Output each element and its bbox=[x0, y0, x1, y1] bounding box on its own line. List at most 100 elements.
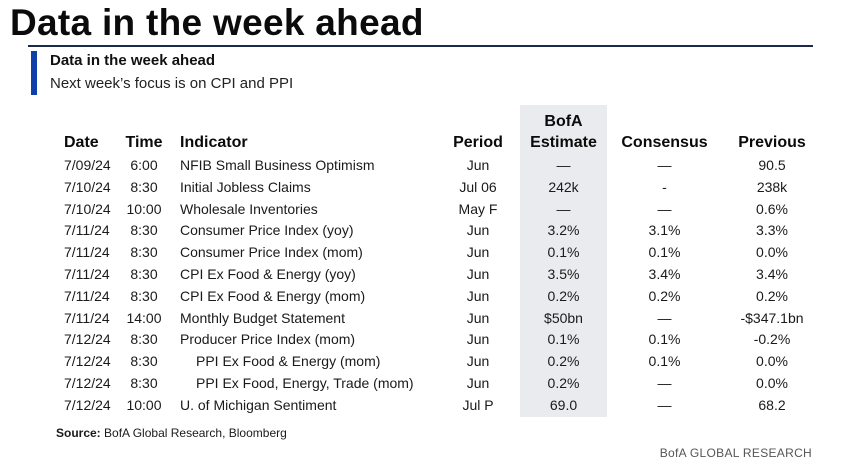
source-note: Source: BofA Global Research, Bloomberg bbox=[56, 426, 287, 440]
cell-time: 8:30 bbox=[130, 353, 158, 369]
cell-previous: 90.5 bbox=[758, 157, 786, 173]
cell-previous: -$347.1bn bbox=[740, 310, 804, 326]
cell-period: Jul 06 bbox=[459, 179, 497, 195]
cell-consensus: 3.1% bbox=[648, 222, 681, 238]
cell-previous: 0.0% bbox=[756, 375, 788, 391]
cell-time: 6:00 bbox=[130, 157, 158, 173]
header-estimate-line1: BofA bbox=[544, 113, 583, 130]
cell-date: 7/11/24 bbox=[64, 310, 110, 326]
cell-period: Jun bbox=[466, 157, 490, 173]
cell-time: 8:30 bbox=[130, 179, 158, 195]
cell-indicator: U. of Michigan Sentiment bbox=[180, 397, 337, 413]
cell-indicator: CPI Ex Food & Energy (mom) bbox=[180, 288, 366, 304]
cell-period: May F bbox=[458, 201, 498, 217]
source-label: Source: bbox=[56, 426, 101, 440]
cell-estimate: 0.2% bbox=[547, 375, 580, 391]
source-text: BofA Global Research, Bloomberg bbox=[104, 426, 287, 440]
banner-title: Data in the week ahead bbox=[10, 2, 424, 43]
table-caption: Next week’s focus is on CPI and PPI bbox=[50, 75, 294, 92]
cell-date: 7/12/24 bbox=[64, 331, 111, 347]
cell-estimate: 0.2% bbox=[547, 288, 580, 304]
cell-period: Jun bbox=[466, 244, 490, 260]
cell-time: 10:00 bbox=[126, 201, 162, 217]
cell-period: Jun bbox=[466, 331, 490, 347]
cell-time: 8:30 bbox=[130, 266, 158, 282]
cell-date: 7/11/24 bbox=[64, 244, 110, 260]
header-consensus: Consensus bbox=[621, 134, 708, 151]
cell-consensus: - bbox=[662, 179, 667, 195]
cell-indicator: Initial Jobless Claims bbox=[180, 179, 311, 195]
cell-estimate: 242k bbox=[548, 179, 579, 195]
title-divider bbox=[28, 45, 813, 47]
cell-time: 8:30 bbox=[130, 288, 158, 304]
header-date: Date bbox=[64, 134, 99, 151]
estimate-column-shade bbox=[520, 105, 607, 417]
cell-consensus: — bbox=[657, 157, 672, 173]
cell-period: Jun bbox=[466, 266, 490, 282]
cell-previous: 0.0% bbox=[756, 353, 788, 369]
header-estimate-line2: Estimate bbox=[530, 134, 597, 151]
cell-indicator: Consumer Price Index (yoy) bbox=[180, 222, 354, 238]
cell-period: Jun bbox=[466, 288, 490, 304]
cell-previous: 3.3% bbox=[756, 222, 788, 238]
cell-estimate: $50bn bbox=[544, 310, 583, 326]
cell-previous: -0.2% bbox=[753, 331, 791, 347]
cell-date: 7/09/24 bbox=[64, 157, 111, 173]
cell-date: 7/12/24 bbox=[64, 375, 111, 391]
cell-consensus: 0.1% bbox=[648, 244, 681, 260]
cell-estimate: 3.2% bbox=[547, 222, 580, 238]
cell-consensus: — bbox=[657, 201, 672, 217]
cell-estimate: — bbox=[556, 201, 571, 217]
cell-indicator: PPI Ex Food, Energy, Trade (mom) bbox=[196, 375, 414, 391]
cell-indicator: Monthly Budget Statement bbox=[180, 310, 345, 326]
cell-consensus: 0.1% bbox=[648, 353, 681, 369]
cell-indicator: Consumer Price Index (mom) bbox=[180, 244, 363, 260]
cell-time: 8:30 bbox=[130, 375, 158, 391]
cell-estimate: 0.1% bbox=[547, 331, 580, 347]
table-title: Data in the week ahead bbox=[50, 52, 216, 69]
cell-consensus: — bbox=[657, 375, 672, 391]
cell-estimate: 69.0 bbox=[549, 397, 578, 413]
header-period: Period bbox=[453, 134, 503, 151]
cell-period: Jun bbox=[466, 353, 490, 369]
cell-date: 7/10/24 bbox=[64, 179, 111, 195]
cell-indicator: Wholesale Inventories bbox=[180, 201, 318, 217]
cell-date: 7/12/24 bbox=[64, 353, 111, 369]
cell-previous: 238k bbox=[756, 179, 788, 195]
cell-consensus: 3.4% bbox=[648, 266, 681, 282]
cell-date: 7/11/24 bbox=[64, 288, 110, 304]
cell-previous: 0.6% bbox=[756, 201, 788, 217]
cell-period: Jun bbox=[466, 375, 490, 391]
cell-estimate: — bbox=[556, 157, 571, 173]
cell-date: 7/11/24 bbox=[64, 222, 110, 238]
cell-time: 8:30 bbox=[130, 244, 158, 260]
cell-indicator: PPI Ex Food & Energy (mom) bbox=[196, 353, 381, 369]
cell-consensus: — bbox=[657, 310, 672, 326]
brand-footer: BofA GLOBAL RESEARCH bbox=[659, 446, 812, 460]
cell-time: 8:30 bbox=[130, 331, 158, 347]
cell-period: Jul P bbox=[462, 397, 494, 413]
cell-previous: 3.4% bbox=[756, 266, 788, 282]
cell-consensus: 0.2% bbox=[648, 288, 681, 304]
cell-time: 8:30 bbox=[130, 222, 158, 238]
cell-previous: 0.2% bbox=[756, 288, 788, 304]
cell-indicator: CPI Ex Food & Energy (yoy) bbox=[180, 266, 356, 282]
cell-time: 14:00 bbox=[126, 310, 162, 326]
cell-consensus: — bbox=[657, 397, 672, 413]
cell-indicator: Producer Price Index (mom) bbox=[180, 331, 356, 347]
cell-time: 10:00 bbox=[126, 397, 162, 413]
accent-bar bbox=[31, 51, 37, 95]
cell-estimate: 0.1% bbox=[547, 244, 580, 260]
cell-previous: 0.0% bbox=[756, 244, 788, 260]
cell-period: Jun bbox=[466, 222, 490, 238]
cell-indicator: NFIB Small Business Optimism bbox=[180, 157, 375, 173]
header-indicator: Indicator bbox=[180, 134, 248, 151]
header-previous: Previous bbox=[738, 134, 806, 151]
header-time: Time bbox=[125, 134, 163, 151]
cell-date: 7/11/24 bbox=[64, 266, 110, 282]
cell-previous: 68.2 bbox=[758, 397, 786, 413]
cell-estimate: 3.5% bbox=[547, 266, 580, 282]
cell-period: Jun bbox=[466, 310, 490, 326]
cell-date: 7/12/24 bbox=[64, 397, 111, 413]
cell-date: 7/10/24 bbox=[64, 201, 111, 217]
